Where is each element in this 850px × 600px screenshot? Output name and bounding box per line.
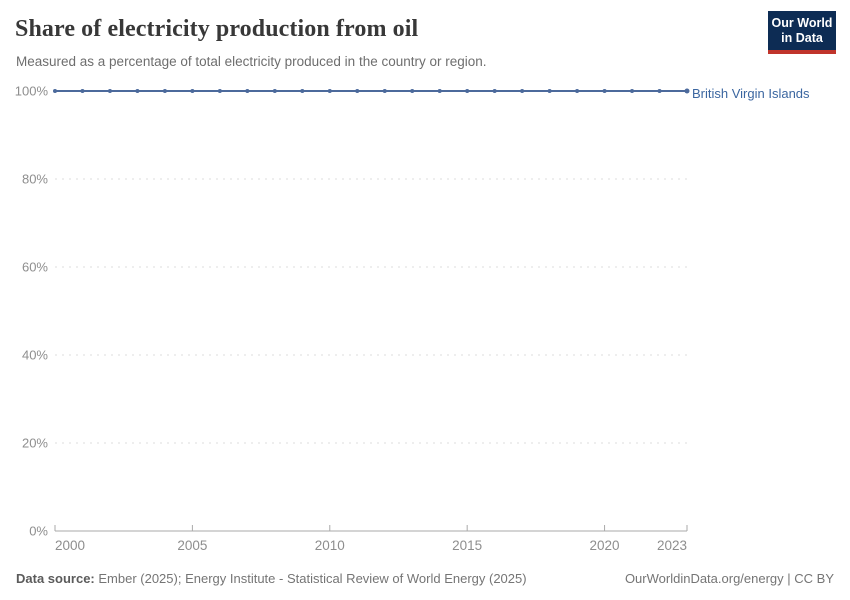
chart-subtitle: Measured as a percentage of total electr…: [16, 54, 487, 69]
data-point-2017[interactable]: [520, 89, 525, 93]
data-point-2008[interactable]: [272, 89, 277, 93]
owid-logo[interactable]: Our World in Data: [768, 11, 836, 54]
data-point-2002[interactable]: [107, 89, 112, 93]
data-point-2001[interactable]: [80, 89, 85, 93]
data-point-2003[interactable]: [135, 89, 140, 93]
data-point-2015[interactable]: [465, 89, 470, 93]
data-source-text: Ember (2025); Energy Institute - Statist…: [94, 571, 527, 586]
x-tick-label-2000: 2000: [55, 538, 85, 553]
x-tick-label-2010: 2010: [315, 538, 345, 553]
y-tick-label-0: 0%: [29, 524, 48, 539]
y-tick-label-100: 100%: [15, 84, 49, 99]
data-point-2007[interactable]: [245, 89, 250, 93]
data-point-2006[interactable]: [217, 89, 222, 93]
data-point-2019[interactable]: [575, 89, 580, 93]
y-tick-label-60: 60%: [22, 260, 48, 275]
data-point-2020[interactable]: [602, 89, 607, 93]
data-point-2004[interactable]: [162, 89, 167, 93]
data-point-2013[interactable]: [410, 89, 415, 93]
data-point-2012[interactable]: [382, 89, 387, 93]
data-point-2022[interactable]: [657, 89, 662, 93]
owid-logo-line2: in Data: [781, 30, 823, 45]
y-tick-label-40: 40%: [22, 348, 48, 363]
data-point-2009[interactable]: [300, 89, 305, 93]
data-point-2014[interactable]: [437, 89, 442, 93]
owid-logo-line1: Our World: [771, 15, 833, 30]
data-point-2010[interactable]: [327, 89, 332, 93]
data-source-label: Data source:: [16, 571, 95, 586]
data-point-2018[interactable]: [547, 89, 552, 93]
data-point-2005[interactable]: [190, 89, 195, 93]
data-point-2016[interactable]: [492, 89, 497, 93]
x-tick-label-2020: 2020: [590, 538, 620, 553]
y-tick-label-20: 20%: [22, 436, 48, 451]
x-tick-label-2005: 2005: [177, 538, 207, 553]
page-title: Share of electricity production from oil: [15, 16, 419, 42]
x-tick-label-2015: 2015: [452, 538, 482, 553]
data-point-2000[interactable]: [53, 89, 57, 93]
data-point-2023[interactable]: [684, 88, 690, 94]
data-point-2011[interactable]: [355, 89, 360, 93]
data-source-note: Data source: Ember (2025); Energy Instit…: [16, 571, 527, 586]
y-tick-label-80: 80%: [22, 172, 48, 187]
data-point-2021[interactable]: [630, 89, 635, 93]
owid-link[interactable]: OurWorldinData.org/energy | CC BY: [624, 571, 834, 586]
x-tick-label-2023: 2023: [657, 538, 687, 553]
series-entity-label[interactable]: British Virgin Islands: [692, 86, 810, 101]
chart-footer: Data source: Ember (2025); Energy Instit…: [0, 571, 850, 586]
